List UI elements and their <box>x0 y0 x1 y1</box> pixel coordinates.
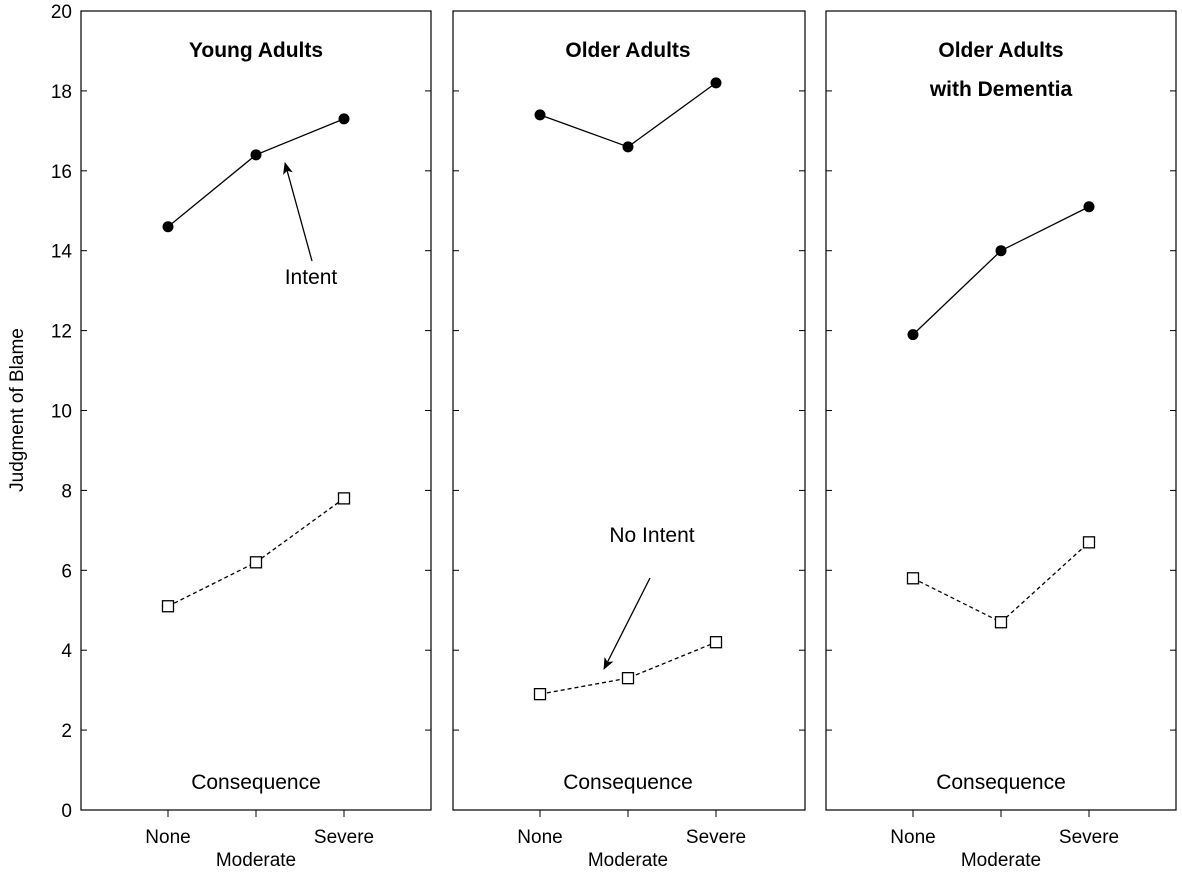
y-tick-label: 18 <box>51 82 72 103</box>
y-tick-label: 8 <box>61 481 72 502</box>
x-tick-label-severe: Severe <box>1059 827 1119 848</box>
intent-data-point <box>338 113 350 125</box>
panel-title: Older Adults <box>565 39 690 62</box>
y-tick-label: 16 <box>51 162 72 183</box>
y-tick-label: 14 <box>51 242 73 263</box>
x-tick-label-moderate: Moderate <box>961 850 1041 871</box>
no-intent-series-line <box>912 541 1090 624</box>
intent-data-point <box>710 77 722 89</box>
panel-xlabel: Consequence <box>936 771 1066 794</box>
panel-xlabel: Consequence <box>563 771 693 794</box>
panel-title: Older Adults <box>938 39 1063 62</box>
panel-title: Young Adults <box>189 39 323 62</box>
no-intent-data-point <box>621 672 635 685</box>
y-tick-label: 12 <box>51 322 72 343</box>
intent-series-line <box>539 82 717 148</box>
no-intent-series-line <box>539 641 717 695</box>
panel-frame <box>825 10 1177 811</box>
no-intent-data-point <box>249 556 263 569</box>
intent-data-point <box>995 245 1007 257</box>
no-intent-series-line <box>167 497 345 607</box>
intent-data-point <box>162 221 174 233</box>
no-intent-data-point <box>1082 536 1096 549</box>
y-tick-label: 6 <box>61 561 72 582</box>
panel-1: 0 2 4 6 8 10 12 14 16 18 20 None Severe Moderate Conse… <box>51 2 432 871</box>
x-tick-label-none: None <box>145 827 190 848</box>
annotation-no-intent-arrow <box>603 577 651 670</box>
panel-frame <box>80 10 432 811</box>
no-intent-data-point <box>906 572 920 585</box>
annotation-no-intent-label: No Intent <box>609 524 694 547</box>
intent-data-point <box>622 141 634 153</box>
intent-data-point <box>1083 201 1095 213</box>
panel-xlabel: Consequence <box>191 771 321 794</box>
intent-data-point <box>907 329 919 341</box>
y-tick-label: 2 <box>61 721 72 742</box>
annotation-intent-label: Intent <box>285 266 338 289</box>
panels-layer: 0 2 4 6 8 10 12 14 16 18 20 None Severe Moderate Conse… <box>51 2 1177 871</box>
y-tick-label: 20 <box>51 2 72 23</box>
x-tick-label-moderate: Moderate <box>216 850 296 871</box>
y-tick-label: 10 <box>51 402 72 423</box>
no-intent-data-point <box>709 636 723 649</box>
x-tick-label-severe: Severe <box>314 827 374 848</box>
no-intent-data-point <box>161 600 175 613</box>
x-tick-label-none: None <box>517 827 562 848</box>
y-axis-label: Judgment of Blame <box>7 328 28 492</box>
panel-3: None Severe Moderate Consequence Older Adult… <box>825 10 1177 871</box>
panel-title: with Dementia <box>929 78 1073 101</box>
x-tick-label-severe: Severe <box>686 827 746 848</box>
no-intent-data-point <box>994 616 1008 629</box>
intent-series-line <box>912 206 1090 336</box>
intent-data-point <box>534 109 546 121</box>
x-tick-label-none: None <box>890 827 935 848</box>
no-intent-data-point <box>337 492 351 505</box>
x-tick-label-moderate: Moderate <box>588 850 668 871</box>
y-tick-label: 0 <box>61 801 72 822</box>
annotation-intent-arrow <box>283 162 313 262</box>
panel-2: None Severe Moderate Consequence Older Adult… <box>452 10 806 871</box>
panel-frame <box>452 10 806 811</box>
intent-series-line <box>167 118 345 228</box>
no-intent-data-point <box>533 687 547 701</box>
y-tick-label: 4 <box>61 641 72 662</box>
intent-data-point <box>250 149 262 161</box>
